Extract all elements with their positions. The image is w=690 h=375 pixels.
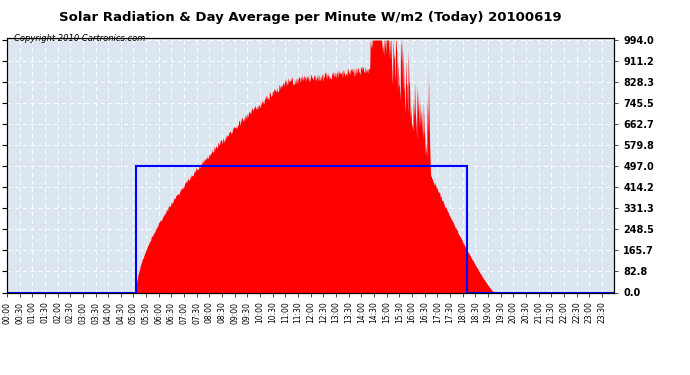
- Text: Copyright 2010 Cartronics.com: Copyright 2010 Cartronics.com: [14, 34, 145, 43]
- Text: Solar Radiation & Day Average per Minute W/m2 (Today) 20100619: Solar Radiation & Day Average per Minute…: [59, 11, 562, 24]
